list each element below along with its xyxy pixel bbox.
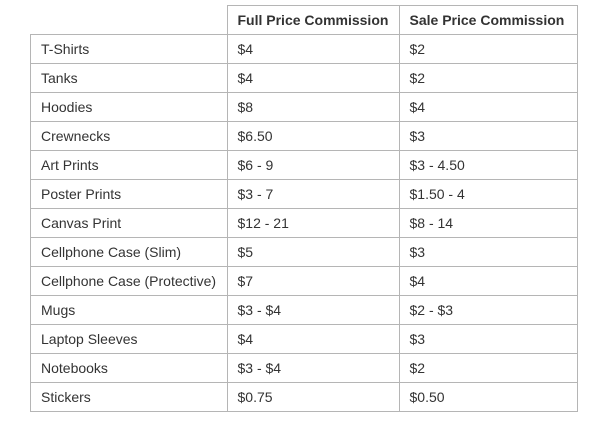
full-price-cell: $0.75: [226, 382, 400, 412]
sale-price-cell: $2: [398, 353, 578, 383]
product-cell: T-Shirts: [30, 34, 228, 64]
sale-price-cell: $2: [398, 63, 578, 93]
full-price-cell: $6 - 9: [226, 150, 400, 180]
full-price-cell: $7: [226, 266, 400, 296]
full-price-cell: $4: [226, 63, 400, 93]
sale-price-cell: $3: [398, 237, 578, 267]
full-price-cell: $3 - $4: [226, 295, 400, 325]
table-row: Stickers $0.75 $0.50: [30, 382, 578, 412]
table-row: Laptop Sleeves $4 $3: [30, 324, 578, 354]
sale-price-cell: $4: [398, 266, 578, 296]
full-price-cell: $4: [226, 324, 400, 354]
product-cell: Tanks: [30, 63, 228, 93]
table-row: Art Prints $6 - 9 $3 - 4.50: [30, 150, 578, 180]
table-row: Poster Prints $3 - 7 $1.50 - 4: [30, 179, 578, 209]
full-price-cell: $5: [226, 237, 400, 267]
product-cell: Mugs: [30, 295, 228, 325]
product-cell: Cellphone Case (Protective): [30, 266, 228, 296]
commission-table: Full Price Commission Sale Price Commiss…: [30, 5, 578, 412]
product-cell: Notebooks: [30, 353, 228, 383]
sale-price-cell: $3: [398, 121, 578, 151]
table-row: T-Shirts $4 $2: [30, 34, 578, 64]
product-cell: Poster Prints: [30, 179, 228, 209]
sale-price-cell: $3: [398, 324, 578, 354]
table-row: Hoodies $8 $4: [30, 92, 578, 122]
full-price-cell: $3 - 7: [226, 179, 400, 209]
sale-price-cell: $1.50 - 4: [398, 179, 578, 209]
full-price-cell: $6.50: [226, 121, 400, 151]
table-row: Crewnecks $6.50 $3: [30, 121, 578, 151]
sale-price-cell: $3 - 4.50: [398, 150, 578, 180]
header-corner-cell: [30, 5, 228, 35]
table-row: Mugs $3 - $4 $2 - $3: [30, 295, 578, 325]
full-price-cell: $3 - $4: [226, 353, 400, 383]
sale-price-cell: $4: [398, 92, 578, 122]
product-cell: Art Prints: [30, 150, 228, 180]
product-cell: Crewnecks: [30, 121, 228, 151]
sale-price-cell: $0.50: [398, 382, 578, 412]
product-cell: Laptop Sleeves: [30, 324, 228, 354]
product-cell: Hoodies: [30, 92, 228, 122]
table-row: Notebooks $3 - $4 $2: [30, 353, 578, 383]
product-cell: Canvas Print: [30, 208, 228, 238]
table-row: Cellphone Case (Protective) $7 $4: [30, 266, 578, 296]
full-price-cell: $8: [226, 92, 400, 122]
product-cell: Cellphone Case (Slim): [30, 237, 228, 267]
table-header-row: Full Price Commission Sale Price Commiss…: [30, 5, 578, 35]
table-row: Canvas Print $12 - 21 $8 - 14: [30, 208, 578, 238]
sale-price-cell: $2: [398, 34, 578, 64]
sale-price-cell: $8 - 14: [398, 208, 578, 238]
header-sale-price-commission: Sale Price Commission: [398, 5, 578, 35]
product-cell: Stickers: [30, 382, 228, 412]
header-full-price-commission: Full Price Commission: [226, 5, 400, 35]
full-price-cell: $4: [226, 34, 400, 64]
full-price-cell: $12 - 21: [226, 208, 400, 238]
table-row: Tanks $4 $2: [30, 63, 578, 93]
sale-price-cell: $2 - $3: [398, 295, 578, 325]
table-row: Cellphone Case (Slim) $5 $3: [30, 237, 578, 267]
